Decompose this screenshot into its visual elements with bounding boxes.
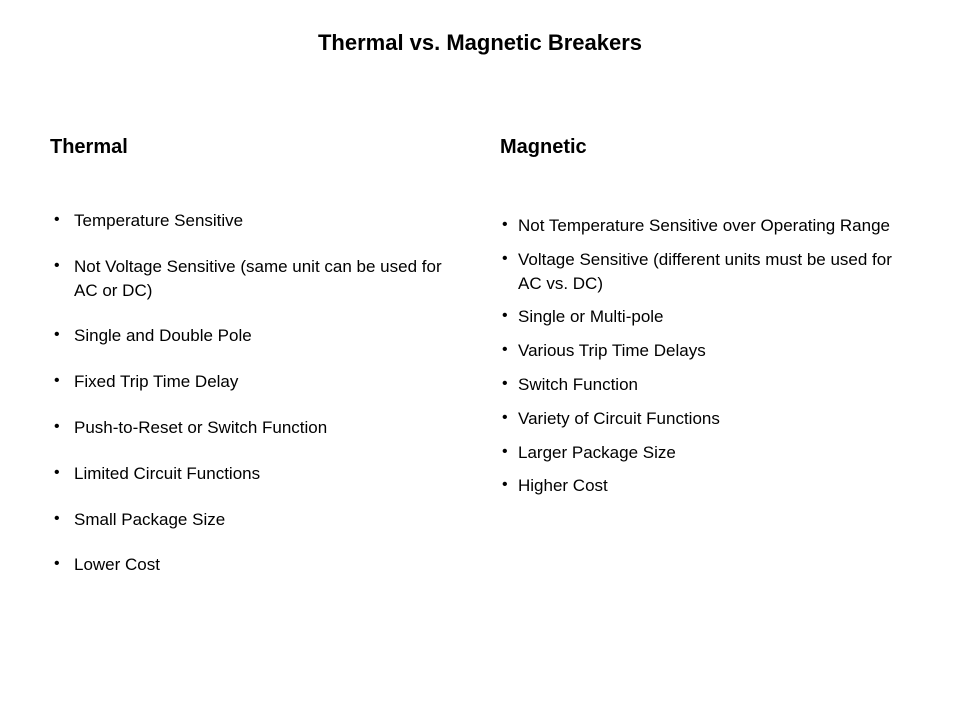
thermal-column: Thermal Temperature Sensitive Not Voltag… <box>50 136 460 599</box>
list-item: Small Package Size <box>50 508 460 532</box>
list-item: Fixed Trip Time Delay <box>50 370 460 394</box>
list-item: Not Temperature Sensitive over Operating… <box>500 214 910 238</box>
magnetic-column: Magnetic Not Temperature Sensitive over … <box>500 136 910 599</box>
list-item: Push-to-Reset or Switch Function <box>50 416 460 440</box>
list-item: Switch Function <box>500 373 910 397</box>
thermal-list: Temperature Sensitive Not Voltage Sensit… <box>50 209 460 577</box>
list-item: Variety of Circuit Functions <box>500 407 910 431</box>
magnetic-list: Not Temperature Sensitive over Operating… <box>500 214 910 498</box>
list-item: Lower Cost <box>50 553 460 577</box>
list-item: Various Trip Time Delays <box>500 339 910 363</box>
list-item: Larger Package Size <box>500 441 910 465</box>
list-item: Higher Cost <box>500 474 910 498</box>
magnetic-heading: Magnetic <box>500 136 910 159</box>
list-item: Temperature Sensitive <box>50 209 460 233</box>
list-item: Limited Circuit Functions <box>50 462 460 486</box>
list-item: Not Voltage Sensitive (same unit can be … <box>50 255 460 303</box>
list-item: Single and Double Pole <box>50 324 460 348</box>
comparison-columns: Thermal Temperature Sensitive Not Voltag… <box>50 136 910 599</box>
thermal-heading: Thermal <box>50 136 460 159</box>
list-item: Single or Multi-pole <box>500 305 910 329</box>
page-title: Thermal vs. Magnetic Breakers <box>50 30 910 56</box>
list-item: Voltage Sensitive (different units must … <box>500 248 910 296</box>
